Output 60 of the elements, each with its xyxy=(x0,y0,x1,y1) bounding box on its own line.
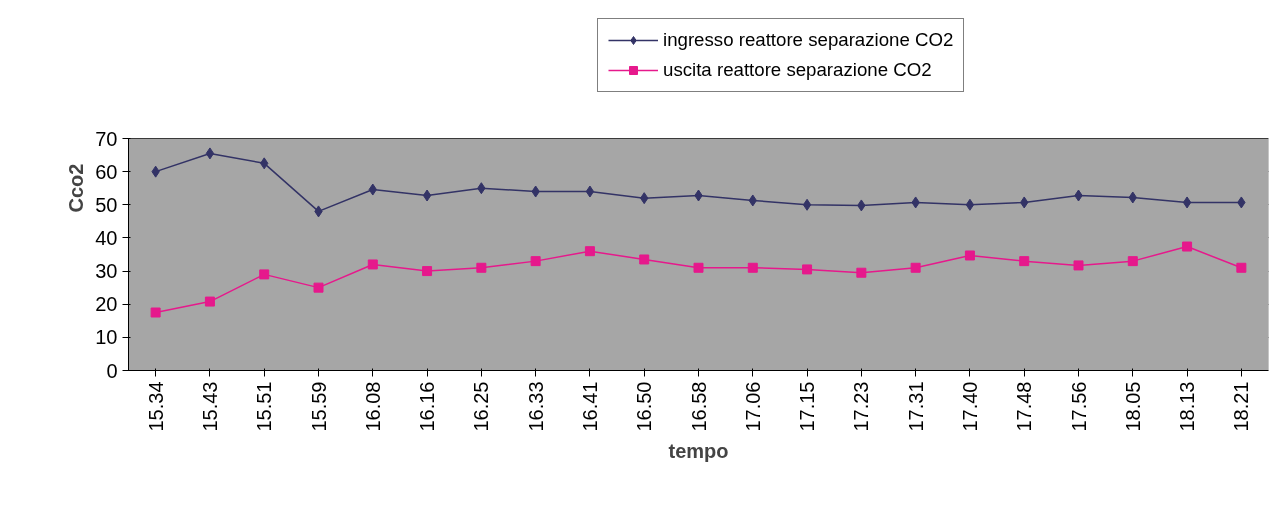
y-axis-title: Cco2 xyxy=(65,163,88,213)
x-tick-label: 18.13 xyxy=(1176,381,1199,432)
point xyxy=(476,262,487,273)
x-tick-label: 16.25 xyxy=(470,381,493,432)
point xyxy=(910,262,921,273)
point xyxy=(747,262,758,273)
point xyxy=(205,147,215,160)
x-tick-label: 18.05 xyxy=(1121,381,1144,432)
x-tick-label: 17.23 xyxy=(850,381,873,432)
point xyxy=(422,189,432,202)
x-tick-label: 17.40 xyxy=(958,381,981,432)
point xyxy=(802,264,813,275)
point xyxy=(1073,260,1084,271)
legend-label: uscita reattore separazione CO2 xyxy=(663,59,932,81)
x-tick-label: 16.08 xyxy=(361,381,384,432)
y-tick-label: 70 xyxy=(95,127,118,150)
x-tick-label: 17.06 xyxy=(741,381,764,432)
point xyxy=(693,262,704,273)
point xyxy=(964,250,975,261)
y-tick-label: 50 xyxy=(95,193,118,216)
x-tick-label: 16.16 xyxy=(416,381,439,432)
x-tick-label: 16.50 xyxy=(633,381,656,432)
x-tick-label: 17.56 xyxy=(1067,381,1090,432)
point xyxy=(530,256,541,267)
point xyxy=(856,267,867,278)
x-tick-label: 16.58 xyxy=(687,381,710,432)
x-tick-label: 16.41 xyxy=(578,381,601,432)
x-tick-label: 17.48 xyxy=(1013,381,1036,432)
point xyxy=(204,296,215,307)
y-tick-label: 40 xyxy=(95,226,118,249)
point xyxy=(422,266,433,277)
x-tick-label: 15.43 xyxy=(198,381,221,432)
point xyxy=(1182,241,1193,252)
x-tick-label: 15.51 xyxy=(253,381,276,432)
point xyxy=(1127,256,1138,267)
point xyxy=(585,185,595,198)
x-tick-label: 15.34 xyxy=(144,381,167,432)
legend-label: ingresso reattore separazione CO2 xyxy=(663,29,954,51)
point xyxy=(150,307,161,318)
point xyxy=(1182,196,1192,209)
point xyxy=(259,269,270,280)
point xyxy=(367,259,378,270)
point xyxy=(313,282,324,293)
point xyxy=(639,254,650,265)
y-tick-label: 20 xyxy=(95,293,118,316)
y-tick-label: 10 xyxy=(95,326,118,349)
x-tick-label: 16.33 xyxy=(524,381,547,432)
x-tick-label: 17.15 xyxy=(796,381,819,432)
x-tick-label: 17.31 xyxy=(904,381,927,432)
x-tick-label: 15.59 xyxy=(307,381,330,432)
point xyxy=(802,198,812,211)
x-tick-label: 18.21 xyxy=(1230,381,1253,432)
y-tick-label: 0 xyxy=(106,359,118,382)
y-tick-label: 30 xyxy=(95,260,118,283)
point xyxy=(1236,262,1247,273)
point xyxy=(965,198,975,211)
point xyxy=(1019,256,1030,267)
point xyxy=(584,246,595,257)
x-axis-title: tempo xyxy=(668,439,729,462)
y-tick-label: 60 xyxy=(95,160,118,183)
